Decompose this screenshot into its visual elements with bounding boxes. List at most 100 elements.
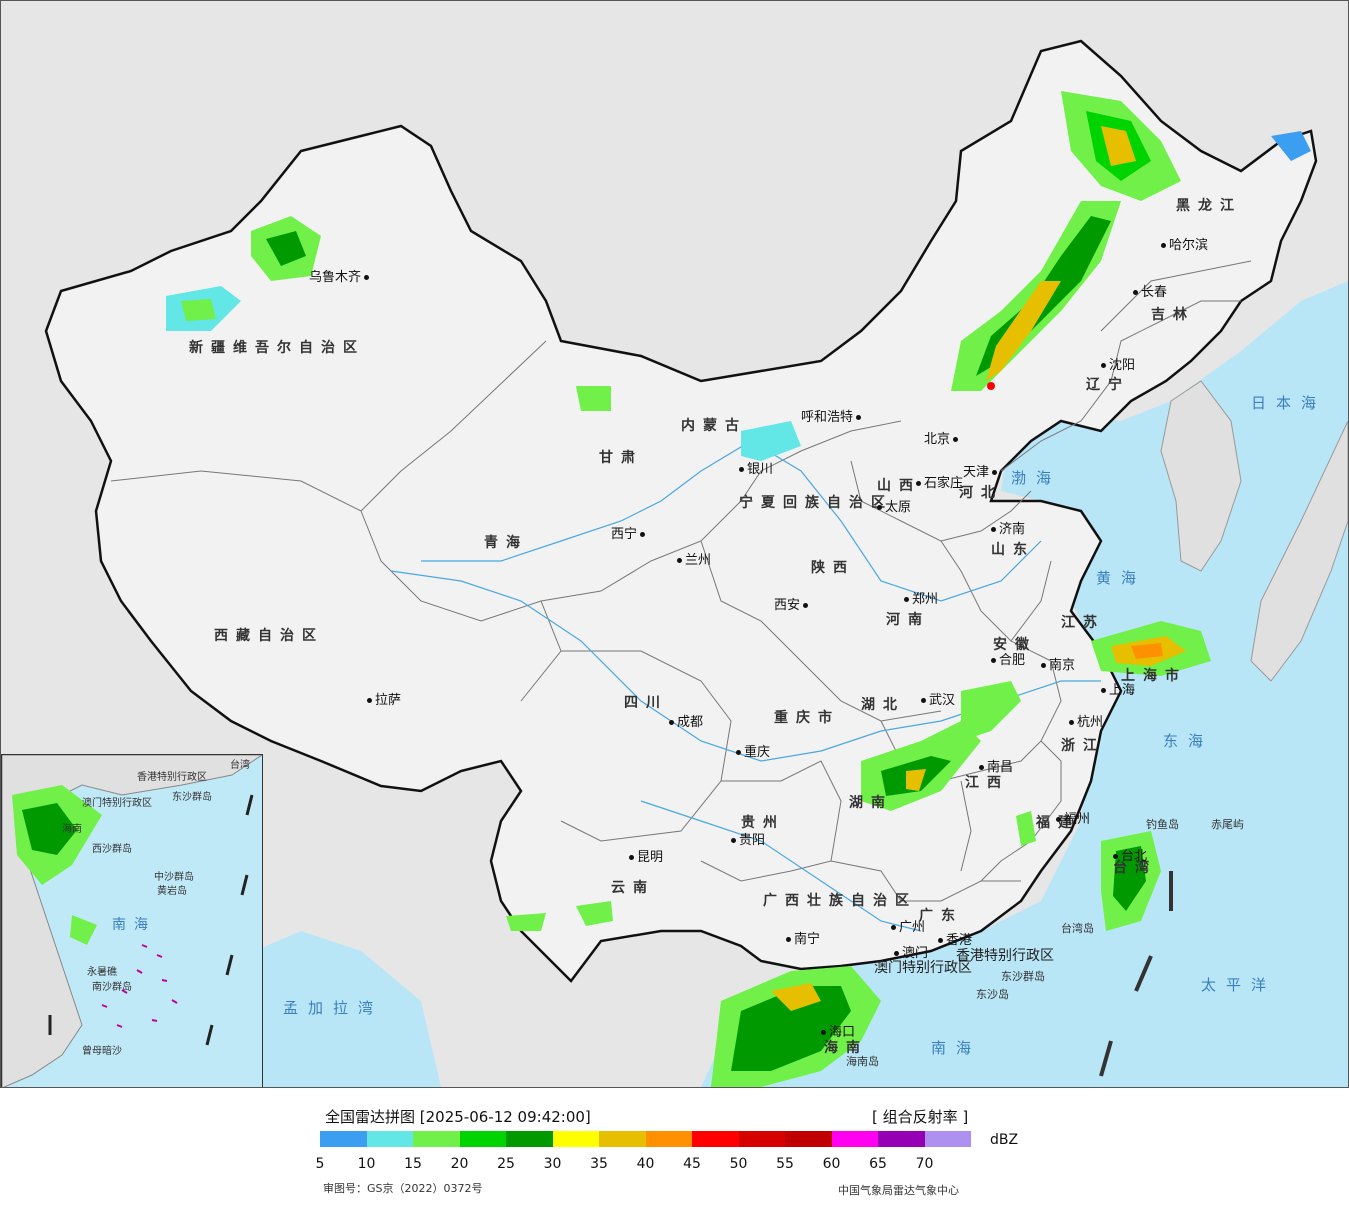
city-name: 武汉 (929, 693, 956, 708)
city-name: 福州 (1064, 812, 1091, 827)
city-label[interactable]: 南宁 (786, 933, 820, 946)
color-scale-tick: 5 (315, 1156, 325, 1172)
island-label: 东沙岛 (976, 988, 1009, 1001)
city-name: 成都 (677, 715, 704, 730)
province-label: 山东 (991, 542, 1035, 558)
china-outline (44, 39, 1318, 983)
city-label[interactable]: 重庆 (736, 746, 770, 759)
province-label: 河北 (959, 485, 1003, 501)
city-name: 哈尔滨 (1169, 238, 1209, 253)
province-label: 安徽 (993, 637, 1037, 653)
province-label: 上海市 (1121, 668, 1187, 684)
city-label[interactable]: 成都 (669, 716, 703, 729)
city-label[interactable]: 福州 (1056, 813, 1090, 826)
city-label[interactable]: 天津 (963, 466, 1000, 479)
city-label[interactable]: 杭州 (1069, 716, 1103, 729)
inset-label: 南沙群岛 (92, 982, 132, 993)
color-scale-tick: 10 (357, 1156, 376, 1172)
city-name: 天津 (963, 465, 990, 480)
city-name: 海口 (829, 1025, 856, 1040)
color-scale-tick: 70 (915, 1156, 934, 1172)
legend-title: 全国雷达拼图 [2025-06-12 09:42:00] (325, 1108, 591, 1126)
city-label[interactable]: 广州 (891, 921, 925, 934)
inset-label: 西沙群岛 (92, 844, 132, 855)
city-label[interactable]: 呼和浩特 (801, 411, 864, 424)
city-label[interactable]: 济南 (991, 523, 1025, 536)
city-label[interactable]: 西安 (774, 599, 811, 612)
city-name: 台北 (1121, 849, 1148, 864)
city-label[interactable]: 武汉 (921, 694, 955, 707)
province-label: 黑龙江 (1176, 198, 1242, 214)
city-label[interactable]: 上海 (1101, 684, 1135, 697)
city-name: 石家庄 (924, 476, 964, 491)
city-marker-icon (979, 765, 984, 770)
province-label: 江西 (965, 775, 1009, 791)
city-label[interactable]: 郑州 (904, 593, 938, 606)
city-marker-icon (1041, 663, 1046, 668)
city-label[interactable]: 澳门 (894, 947, 928, 960)
color-scale-cell (785, 1131, 832, 1147)
color-scale-tick: 45 (683, 1156, 701, 1172)
province-label: 福建 (1036, 815, 1080, 831)
city-name: 南宁 (794, 932, 821, 947)
island-label: 东沙群岛 (1001, 970, 1045, 983)
city-name: 贵阳 (739, 833, 766, 848)
city-marker-icon (938, 938, 943, 943)
city-label[interactable]: 乌鲁木齐 (309, 271, 372, 284)
color-scale-cell (924, 1131, 971, 1147)
sea-label: 黄海 (1096, 569, 1147, 587)
province-label: 内蒙古 (681, 418, 747, 434)
south-china-sea-inset[interactable]: 南海 中沙群岛 黄岩岛 西沙群岛 南沙群岛 永暑礁 曾母暗沙 香港特别行政区 澳门特别行政区 东沙… (1, 754, 263, 1087)
color-scale-cell (320, 1131, 367, 1147)
city-marker-icon (640, 532, 646, 537)
city-name: 呼和浩特 (801, 410, 854, 425)
province-label: 陕西 (811, 560, 855, 576)
province-label: 重庆市 (774, 710, 840, 726)
city-label[interactable]: 西宁 (611, 528, 648, 541)
province-label: 广东 (919, 908, 963, 924)
city-marker-icon (877, 505, 882, 510)
province-label: 山西 (877, 478, 921, 494)
map-approval-number: 审图号：GS京（2022）0372号 (323, 1182, 483, 1195)
color-scale-cell (599, 1131, 646, 1147)
city-label[interactable]: 台北 (1113, 850, 1147, 863)
city-label[interactable]: 兰州 (677, 554, 711, 567)
city-marker-icon (1101, 363, 1106, 368)
city-label[interactable]: 石家庄 (916, 477, 963, 490)
city-name: 南京 (1049, 658, 1076, 673)
city-label[interactable]: 太原 (877, 501, 911, 514)
city-label[interactable]: 南京 (1041, 659, 1075, 672)
city-marker-icon (821, 1030, 826, 1035)
city-marker-icon (731, 838, 736, 843)
city-marker-icon (629, 855, 634, 860)
color-scale-tick: 50 (729, 1156, 748, 1172)
city-label[interactable]: 哈尔滨 (1161, 239, 1208, 252)
city-marker-icon (904, 597, 909, 602)
city-marker-icon (739, 467, 744, 472)
city-label[interactable]: 合肥 (991, 654, 1025, 667)
city-label[interactable]: 贵阳 (731, 834, 765, 847)
province-label: 吉林 (1151, 307, 1195, 323)
inset-map (2, 755, 262, 1087)
city-label[interactable]: 昆明 (629, 851, 663, 864)
color-scale-cell (506, 1131, 553, 1147)
city-marker-icon (1133, 290, 1138, 295)
city-label[interactable]: 北京 (924, 433, 961, 446)
sea-label: 日本海 (1251, 394, 1327, 412)
city-label[interactable]: 沈阳 (1101, 359, 1135, 372)
special-region-label: 香港特别行政区 (956, 948, 1054, 964)
city-label[interactable]: 南昌 (979, 761, 1013, 774)
city-label[interactable]: 银川 (739, 463, 773, 476)
city-label[interactable]: 长春 (1133, 286, 1167, 299)
color-scale-cell (645, 1131, 692, 1147)
province-label: 云南 (611, 880, 655, 896)
province-label: 浙江 (1061, 738, 1105, 754)
province-label: 广西壮族自治区 (763, 893, 917, 909)
city-label[interactable]: 香港 (938, 934, 972, 947)
sea-label: 孟加拉湾 (283, 999, 384, 1017)
city-label[interactable]: 拉萨 (367, 694, 401, 707)
city-name: 上海 (1109, 683, 1136, 698)
city-label[interactable]: 海口 (821, 1026, 855, 1039)
radar-map[interactable]: 新疆维吾尔自治区 西藏自治区 青海 甘肃 内蒙古 宁夏回族自治区 四川 重庆市 贵州 云南 广西壮族… (0, 0, 1349, 1088)
province-label: 台湾 (1113, 860, 1157, 876)
